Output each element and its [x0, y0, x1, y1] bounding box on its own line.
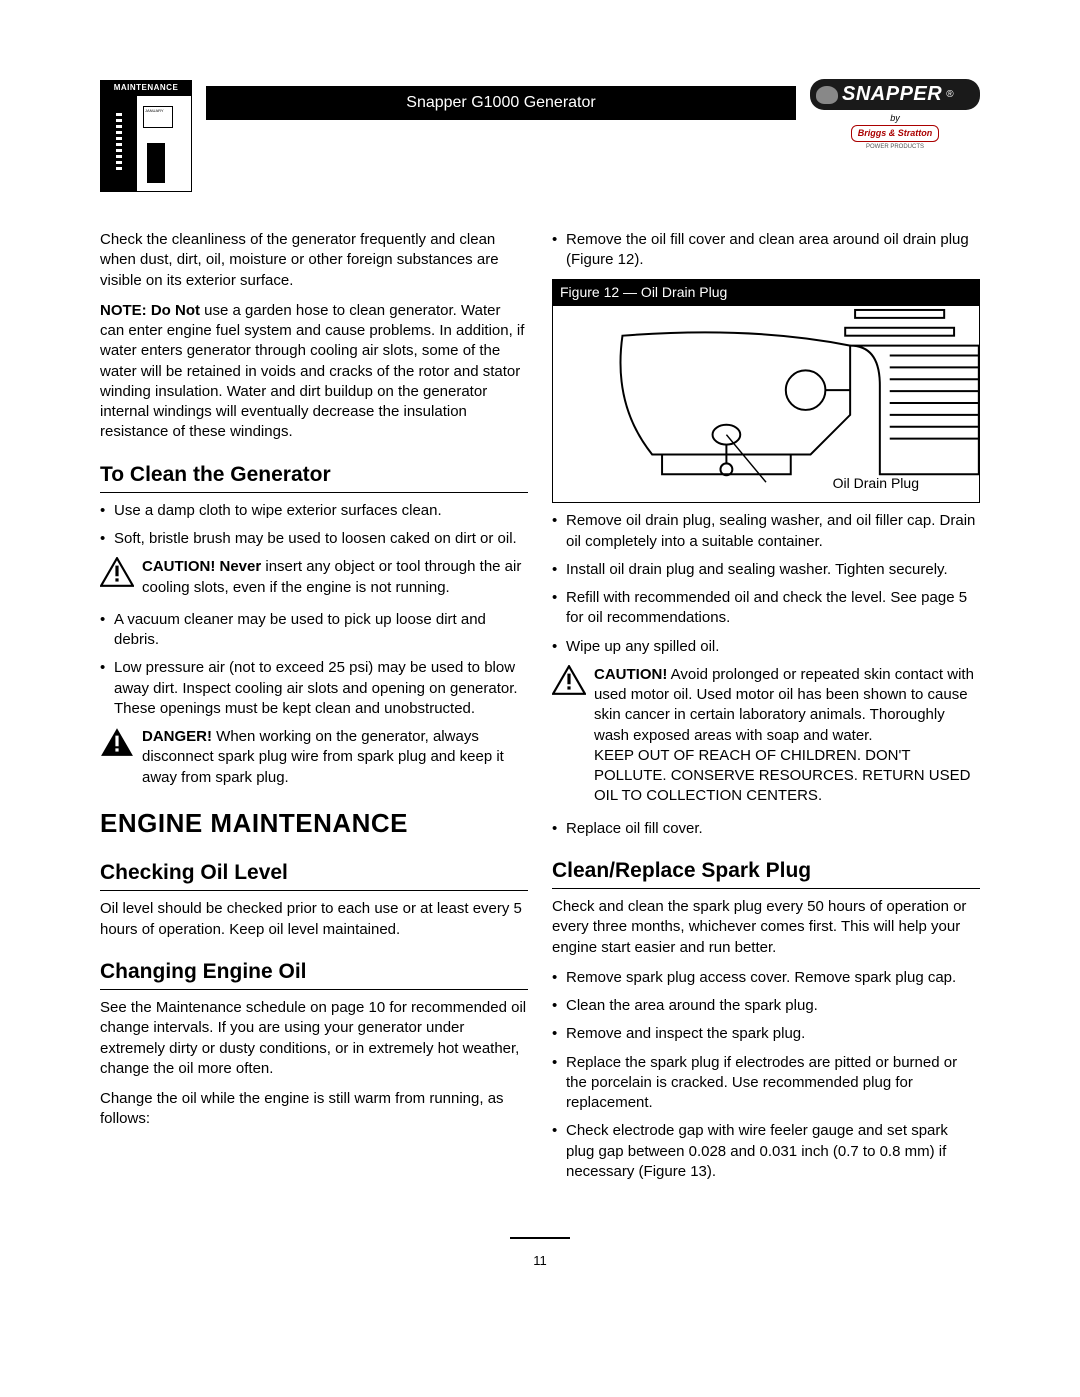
- danger-block: DANGER! When working on the generator, a…: [100, 727, 528, 788]
- figure-12-caption: Figure 12 — Oil Drain Plug: [552, 279, 980, 306]
- list-item: Refill with recommended oil and check th…: [552, 588, 980, 629]
- list-item: Wipe up any spilled oil.: [552, 637, 980, 657]
- oil-change-final-step: Replace oil fill cover.: [552, 819, 980, 839]
- heading-clean-generator: To Clean the Generator: [100, 461, 528, 493]
- brand-name: SNAPPER: [842, 81, 942, 108]
- page-number: 11: [100, 1230, 980, 1269]
- note-label: NOTE: Do Not: [100, 302, 200, 319]
- list-item: Remove oil drain plug, sealing washer, a…: [552, 511, 980, 552]
- spark-intro: Check and clean the spark plug every 50 …: [552, 897, 980, 958]
- right-column: Remove the oil fill cover and clean area…: [552, 230, 980, 1190]
- caution-icon: [552, 665, 586, 695]
- changing-oil-p2: Change the oil while the engine is still…: [100, 1089, 528, 1130]
- list-item: Low pressure air (not to exceed 25 psi) …: [100, 658, 528, 719]
- oil-change-steps: Remove oil drain plug, sealing washer, a…: [552, 511, 980, 657]
- list-item: Soft, bristle brush may be used to loose…: [100, 529, 528, 549]
- list-item: Remove the oil fill cover and clean area…: [552, 230, 980, 271]
- page-header: MAINTENANCE Snapper G1000 Generator SNAP…: [100, 80, 980, 192]
- list-item: Clean the area around the spark plug.: [552, 996, 980, 1016]
- clean-list-a: Use a damp cloth to wipe exterior surfac…: [100, 501, 528, 550]
- heading-engine-maintenance: Engine Maintenance: [100, 806, 528, 841]
- list-item: Replace oil fill cover.: [552, 819, 980, 839]
- maintenance-icon-label: MAINTENANCE: [101, 81, 191, 96]
- heading-spark-plug: Clean/Replace Spark Plug: [552, 857, 980, 889]
- turtle-icon: [816, 86, 838, 104]
- list-item: Remove spark plug access cover. Remove s…: [552, 968, 980, 988]
- list-item: Install oil drain plug and sealing washe…: [552, 560, 980, 580]
- figure-12: Oil Drain Plug: [552, 305, 980, 503]
- brand-sub: Briggs & Stratton: [851, 125, 940, 141]
- brand-by: by: [890, 112, 900, 124]
- spark-plug-steps: Remove spark plug access cover. Remove s…: [552, 968, 980, 1182]
- list-item: A vacuum cleaner may be used to pick up …: [100, 610, 528, 651]
- figure-12-label: Oil Drain Plug: [833, 474, 919, 493]
- caution-icon: [100, 557, 134, 587]
- danger-text: DANGER! When working on the generator, a…: [142, 727, 528, 788]
- caution-block-1: CAUTION! Never insert any object or tool…: [100, 557, 528, 598]
- caution-2-extra: KEEP OUT OF REACH OF CHILDREN. DON'T POL…: [594, 746, 980, 807]
- caution-2-text: CAUTION! Avoid prolonged or repeated ski…: [594, 665, 980, 807]
- checking-oil-body: Oil level should be checked prior to eac…: [100, 899, 528, 940]
- content-columns: Check the cleanliness of the generator f…: [100, 230, 980, 1190]
- changing-oil-p1: See the Maintenance schedule on page 10 …: [100, 998, 528, 1079]
- brand-badge: SNAPPER ® by Briggs & Stratton POWER PRO…: [810, 80, 980, 150]
- list-item: Replace the spark plug if electrodes are…: [552, 1053, 980, 1114]
- list-item: Remove and inspect the spark plug.: [552, 1024, 980, 1044]
- maintenance-icon: MAINTENANCE: [100, 80, 192, 192]
- heading-checking-oil: Checking Oil Level: [100, 859, 528, 891]
- heading-changing-oil: Changing Engine Oil: [100, 958, 528, 990]
- caution-block-2: CAUTION! Avoid prolonged or repeated ski…: [552, 665, 980, 807]
- title-bar: Snapper G1000 Generator: [206, 86, 796, 120]
- note-body: use a garden hose to clean generator. Wa…: [100, 302, 524, 441]
- list-item: Use a damp cloth to wipe exterior surfac…: [100, 501, 528, 521]
- intro-paragraph: Check the cleanliness of the generator f…: [100, 230, 528, 291]
- list-item: Check electrode gap with wire feeler gau…: [552, 1121, 980, 1182]
- clean-list-b: A vacuum cleaner may be used to pick up …: [100, 610, 528, 719]
- note-paragraph: NOTE: Do Not use a garden hose to clean …: [100, 301, 528, 443]
- oil-change-step-1: Remove the oil fill cover and clean area…: [552, 230, 980, 271]
- left-column: Check the cleanliness of the generator f…: [100, 230, 528, 1190]
- caution-1-text: CAUTION! Never insert any object or tool…: [142, 557, 528, 598]
- danger-icon: [100, 727, 134, 757]
- brand-tiny: POWER PRODUCTS: [866, 143, 924, 151]
